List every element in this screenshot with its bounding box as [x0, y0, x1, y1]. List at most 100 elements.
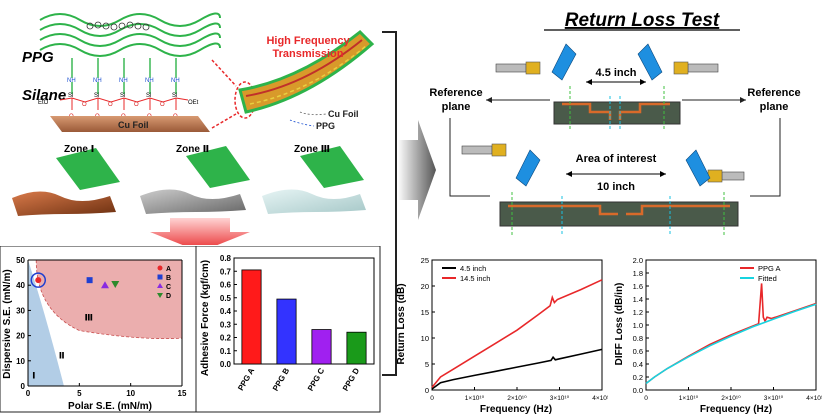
zone-2-illustration [140, 146, 250, 214]
se-y-tick-label: 20 [16, 332, 25, 341]
svg-text:Si: Si [68, 93, 73, 99]
series-line-1 [431, 279, 603, 388]
flex-cable-illustration [238, 29, 375, 114]
svg-text:NH: NH [119, 78, 128, 84]
y-tick-label: 5 [425, 360, 429, 369]
silane-molecules [71, 58, 177, 94]
ref-left-bracket [449, 118, 490, 197]
silane-chem-labels: NH NH NH NH NH [67, 78, 180, 84]
y-tick-label: 20 [421, 282, 429, 291]
y-tick-label: 10 [421, 334, 429, 343]
zone-1-mark: Ⅰ [32, 370, 35, 380]
se-point-D [111, 280, 120, 288]
return-loss-chart: 0 5 10 15 20 25 0 1×10¹⁰ 2×10¹⁰ 3×10¹⁰ 4×10¹⁰ 4.5 i… [396, 256, 608, 415]
ref-right-line1: Reference [747, 87, 800, 99]
ad-y-tick-label: 0.5 [220, 294, 232, 303]
ref-left-arrowhead [486, 97, 492, 103]
x-tick-label: 3×10¹⁰ [764, 395, 784, 402]
x-tick-label: 3×10¹⁰ [550, 395, 570, 402]
axes-box [645, 259, 817, 391]
return-loss-setup: Return Loss Test Reference plane Referen… [429, 10, 801, 236]
y-tick-label: 1.2 [633, 308, 643, 317]
svg-text:O: O [82, 102, 87, 108]
callout-lines [211, 59, 237, 129]
y-tick-label: 1.8 [633, 269, 643, 278]
ppg-leader [289, 119, 315, 127]
x-tick-label: 0 [430, 395, 434, 402]
ad-y-tick-label: 0.2 [220, 334, 232, 343]
y-tick-label: 0.8 [633, 334, 643, 343]
x-tick-label: 1×10¹⁰ [679, 395, 699, 402]
svg-text:Si: Si [94, 93, 99, 99]
zone-2-label: Zone Ⅱ [176, 144, 209, 155]
probe-left-long [461, 143, 541, 187]
se-legend-marker [157, 265, 163, 271]
se-legend-label: D [166, 293, 171, 300]
ad-ylabel: Adhesive Force (kgf/cm) [200, 260, 211, 376]
se-x-tick-label: 0 [26, 389, 31, 398]
ad-y-tick-label: 0.8 [220, 254, 232, 263]
y-tick-label: 0.6 [633, 347, 643, 356]
x-tick-label: 1×10¹⁰ [465, 395, 485, 402]
se-legend-marker [157, 283, 163, 288]
dl-ylabel: DIFF Loss (dB/in) [614, 283, 625, 366]
y-tick-label: 0.2 [633, 373, 643, 382]
legend-label: 14.5 inch [460, 274, 490, 283]
legend-label: PPG A [758, 264, 781, 273]
series-line-1 [645, 303, 817, 385]
x-tick-label: 0 [644, 395, 648, 402]
right-arrow-icon [398, 120, 436, 220]
y-tick-label: 0.0 [633, 386, 643, 395]
legend-label: 4.5 inch [460, 264, 486, 273]
axes-box [431, 259, 603, 391]
y-tick-label: 25 [421, 256, 429, 265]
ad-y-tick-label: 0.6 [220, 281, 232, 290]
zone-1-illustration [12, 148, 120, 216]
se-legend-label: B [166, 275, 171, 282]
se-y-tick-label: 40 [16, 281, 25, 290]
zone-3-region [35, 259, 183, 340]
zone-3-mark: Ⅲ [84, 312, 93, 322]
se-highlight-circle [30, 272, 47, 288]
ref-left-line1: Reference [429, 87, 482, 99]
svg-text:Si: Si [146, 93, 151, 99]
ad-y-tick-label: 0.3 [220, 320, 232, 329]
oet-label: OEt [188, 100, 199, 106]
cable-cu-foil-label: Cu Foil [328, 109, 359, 119]
svg-text:Si: Si [120, 93, 125, 99]
se-y-tick-label: 0 [21, 382, 26, 391]
long-length-label: 10 inch [597, 181, 635, 193]
hf-title-line2: Transmission [273, 48, 344, 60]
zone-3-illustration [262, 146, 366, 214]
cu-foil-label: Cu Foil [118, 120, 149, 130]
ref-left-line2: plane [442, 101, 471, 113]
ref-right-bracket [750, 118, 781, 197]
se-x-tick-label: 15 [178, 389, 187, 398]
rl-xlabel: Frequency (Hz) [480, 404, 552, 415]
probe-right-long [685, 149, 745, 187]
ad-y-tick-label: 0.1 [220, 347, 232, 356]
ad-y-tick-label: 0.4 [220, 307, 232, 316]
y-tick-label: 1.0 [633, 321, 643, 330]
y-tick-label: 1.6 [633, 282, 643, 291]
se-y-tick-label: 30 [16, 306, 25, 315]
legend-label: Fitted [758, 274, 777, 283]
dl-plot-area: 0.0 0.2 0.4 0.6 0.8 1.0 1.2 1.4 1.6 1.8 2.0 0 1×10¹⁰… [633, 256, 822, 402]
short-board [553, 86, 681, 130]
y-tick-label: 0 [425, 386, 429, 395]
cu-foil-substrate [50, 116, 210, 132]
x-tick-label: 4×10¹⁰ [806, 395, 822, 402]
x-tick-label: 2×10¹⁰ [721, 395, 741, 402]
bracket-line [382, 31, 397, 376]
benzene-rings [86, 21, 150, 31]
area-label: Area of interest [576, 153, 657, 165]
svg-text:O: O [134, 102, 139, 108]
x-tick-label: 2×10¹⁰ [507, 395, 527, 402]
se-legend-label: A [166, 266, 171, 273]
diff-loss-chart: 0.0 0.2 0.4 0.6 0.8 1.0 1.2 1.4 1.6 1.8 2.0 0 1×10¹⁰… [614, 256, 822, 415]
svg-text:NH: NH [93, 78, 102, 84]
se-legend-marker [157, 293, 163, 298]
